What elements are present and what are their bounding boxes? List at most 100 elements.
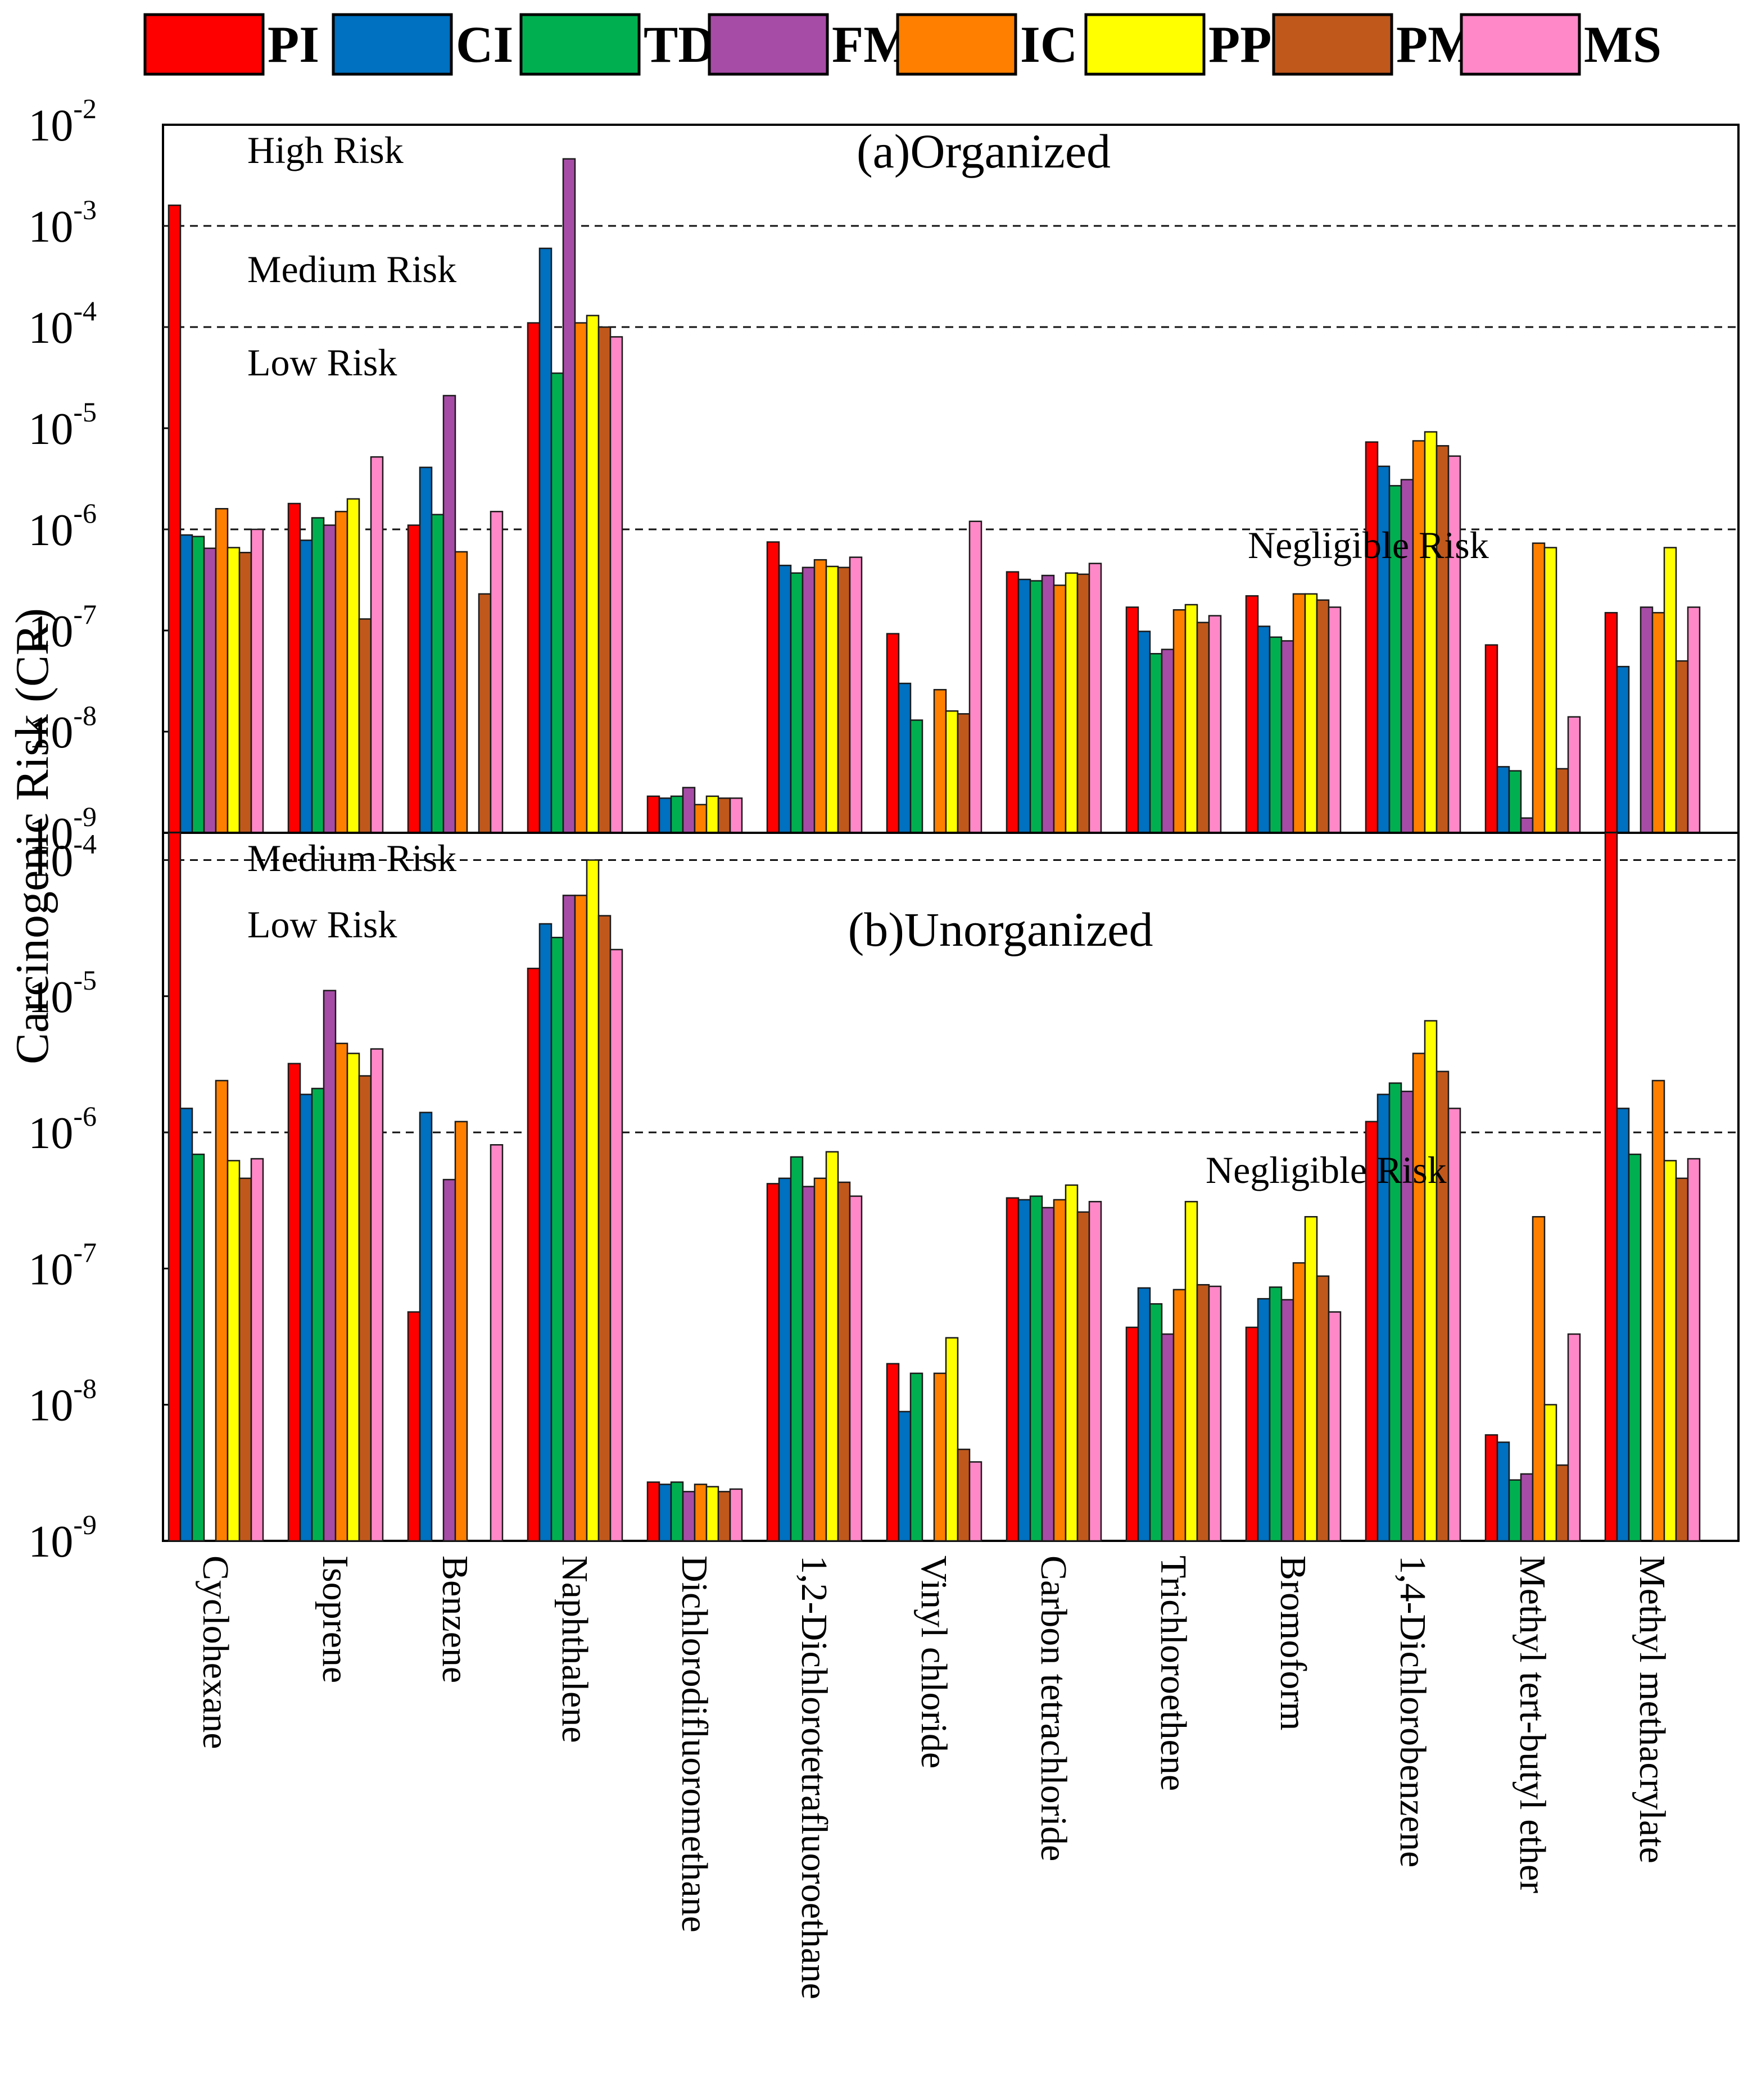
bar-ms-trichloroethene [1208, 615, 1222, 834]
bar-pm-cyclohexane [238, 1177, 252, 1542]
y-tick-label: 10-3 [28, 194, 97, 252]
bar-pi-1-2-dichlorotetrafluoroethane [766, 541, 780, 834]
zone-label-low-risk: Low Risk [247, 341, 397, 384]
legend-swatch-tdp [519, 13, 641, 76]
bar-ms-1-4-dichlorobenzene [1447, 1108, 1461, 1542]
bar-pm-naphthalene [597, 326, 612, 834]
bar-pm-bromoform [1316, 1275, 1330, 1542]
bar-pm-methyl-tert-butyl-ether [1555, 768, 1569, 834]
bar-pi-isoprene [287, 1063, 301, 1542]
bar-fm-isoprene [323, 990, 337, 1542]
zone-label-negligible-risk: Negligible Risk [1206, 1149, 1447, 1191]
bar-pm-methyl-methacrylate [1675, 660, 1689, 834]
bar-ci-trichloroethene [1137, 1287, 1151, 1542]
bar-fm-benzene [442, 1178, 456, 1542]
panel-title: (a)Organized [857, 124, 1111, 178]
bar-pp-naphthalene [586, 859, 600, 1542]
bar-ci-carbon-tetrachloride [1017, 1199, 1031, 1542]
bar-tdp-carbon-tetrachloride [1029, 580, 1043, 834]
bar-tdp-1-2-dichlorotetrafluoroethane [790, 1156, 804, 1542]
bar-ci-1-2-dichlorotetrafluoroethane [778, 1177, 792, 1542]
bar-pm-trichloroethene [1196, 1284, 1210, 1542]
y-tick-label: 10-4 [28, 295, 97, 353]
bar-ci-isoprene [299, 1094, 313, 1542]
bar-ci-1-4-dichlorobenzene [1376, 465, 1391, 834]
bar-ic-methyl-methacrylate [1651, 612, 1665, 834]
bar-pi-methyl-methacrylate [1604, 612, 1618, 834]
y-tick-label: 10-7 [28, 1236, 97, 1294]
y-tick-label: 10-4 [28, 828, 97, 886]
bar-ms-1-4-dichlorobenzene [1447, 455, 1461, 834]
bar-tdp-dichlorodifluoromethane [670, 1481, 684, 1542]
bar-ic-benzene [454, 1121, 468, 1542]
zone-label-medium-risk: Medium Risk [247, 837, 456, 879]
bar-pm-1-2-dichlorotetrafluoroethane [837, 1181, 851, 1542]
bar-pp-isoprene [346, 498, 360, 834]
bar-pi-carbon-tetrachloride [1006, 1197, 1020, 1542]
bar-ms-cyclohexane [250, 528, 264, 834]
bar-pp-cyclohexane [227, 1160, 241, 1542]
bar-ci-bromoform [1257, 1298, 1271, 1542]
bar-tdp-methyl-tert-butyl-ether [1508, 1479, 1522, 1542]
bar-pm-1-2-dichlorotetrafluoroethane [837, 566, 851, 834]
legend-swatch-ms [1460, 13, 1581, 76]
bar-pp-dichlorodifluoromethane [705, 1486, 719, 1542]
legend-label-ms: MS [1584, 16, 1661, 73]
bar-pi-trichloroethene [1125, 1326, 1139, 1542]
y-tick-label: 10-8 [28, 1373, 97, 1431]
bar-pm-naphthalene [597, 915, 612, 1542]
bar-tdp-naphthalene [550, 372, 564, 834]
legend-swatch-fm [708, 13, 829, 76]
bar-fm-1-2-dichlorotetrafluoroethane [801, 566, 816, 834]
bar-ic-cyclohexane [215, 1080, 229, 1542]
bar-pm-vinyl-chloride [957, 713, 971, 834]
bar-pp-bromoform [1304, 593, 1318, 834]
bar-ms-dichlorodifluoromethane [729, 797, 743, 834]
bar-pp-bromoform [1304, 1216, 1318, 1542]
bar-pp-methyl-tert-butyl-ether [1543, 1404, 1557, 1542]
bar-ic-vinyl-chloride [933, 689, 947, 834]
bar-ms-benzene [490, 511, 504, 834]
bar-fm-trichloroethene [1161, 1333, 1175, 1542]
category-label-bromoform: Bromoform [1273, 1555, 1314, 1731]
bar-ic-benzene [454, 551, 468, 834]
legend-label-pi: PI [268, 16, 319, 73]
bar-fm-dichlorodifluoromethane [682, 1491, 696, 1542]
bar-ic-vinyl-chloride [933, 1372, 947, 1542]
bar-ic-dichlorodifluoromethane [694, 804, 708, 834]
bar-tdp-methyl-methacrylate [1628, 1153, 1642, 1542]
bar-pp-1-4-dichlorobenzene [1424, 431, 1438, 834]
y-axis-label: Carcinogenic Risk (CR) [6, 608, 58, 1064]
bar-pp-trichloroethene [1184, 1201, 1198, 1542]
category-label-cyclohexane: Cyclohexane [195, 1555, 236, 1749]
bar-pm-1-4-dichlorobenzene [1436, 445, 1450, 834]
bar-pm-benzene [478, 593, 492, 834]
bar-ic-1-2-dichlorotetrafluoroethane [813, 1177, 827, 1542]
bar-ic-bromoform [1292, 1262, 1306, 1542]
bar-fm-cyclohexane [203, 547, 217, 834]
bar-ms-vinyl-chloride [968, 520, 982, 834]
bar-ms-naphthalene [609, 949, 623, 1542]
bar-ms-dichlorodifluoromethane [729, 1488, 743, 1542]
bar-pp-1-4-dichlorobenzene [1424, 1020, 1438, 1542]
bar-pm-bromoform [1316, 599, 1330, 834]
bar-fm-1-2-dichlorotetrafluoroethane [801, 1186, 816, 1542]
legend-swatch-pm [1272, 13, 1393, 76]
bar-pi-methyl-tert-butyl-ether [1484, 1434, 1498, 1542]
bar-ms-1-2-dichlorotetrafluoroethane [849, 1195, 863, 1542]
bar-ic-1-4-dichlorobenzene [1412, 440, 1426, 834]
bar-ci-naphthalene [538, 247, 553, 834]
bar-tdp-vinyl-chloride [909, 1372, 923, 1542]
bar-pm-isoprene [358, 618, 372, 834]
bar-fm-methyl-tert-butyl-ether [1520, 1473, 1534, 1542]
y-tick-label: 10-2 [28, 93, 97, 151]
bar-ic-methyl-tert-butyl-ether [1532, 1216, 1546, 1542]
bar-fm-methyl-methacrylate [1640, 606, 1654, 834]
bar-ic-dichlorodifluoromethane [694, 1484, 708, 1542]
bar-pp-cyclohexane [227, 547, 241, 834]
bar-fm-methyl-tert-butyl-ether [1520, 817, 1534, 834]
bar-pi-dichlorodifluoromethane [646, 795, 660, 834]
bar-tdp-trichloroethene [1149, 652, 1163, 834]
bar-pi-cyclohexane [167, 832, 182, 1542]
